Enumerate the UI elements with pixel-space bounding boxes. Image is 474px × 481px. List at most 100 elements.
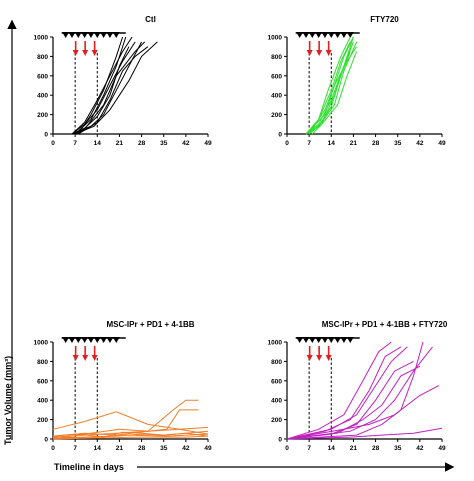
dosing-triangle [62,32,70,38]
treatment-arrow-head [306,355,313,361]
chart-title: MSC-IPr + PD1 + 4-1BB [106,320,194,329]
x-tick-label: 28 [138,445,146,452]
treatment-arrow-head [82,355,89,361]
dosing-triangle [315,337,323,343]
y-tick-label: 600 [271,73,282,80]
x-tick-label: 35 [160,445,168,452]
x-tick-label: 21 [350,445,358,452]
series-line [52,433,209,440]
series-line [71,41,146,135]
treatment-arrow-head [316,355,323,361]
chart-panel: Ctl 0 7 14 21 28 35 42 49 0 200 400 600 800 1000 [34,15,212,147]
x-tick-label: 21 [350,140,358,147]
y-tick-label: 200 [37,112,48,119]
x-tick-label: 0 [285,140,289,147]
series-line [74,41,158,135]
dosing-triangle [106,32,114,38]
y-tick-label: 0 [278,437,282,444]
dosing-triangle [296,337,304,343]
y-tick-label: 1000 [34,340,49,347]
x-tick-label: 42 [416,445,424,452]
x-tick-label: 42 [182,140,190,147]
x-tick-label: 14 [94,140,102,147]
dosing-triangle [327,32,335,38]
dosing-triangle [93,32,101,38]
x-tick-label: 28 [372,140,380,147]
dosing-triangle [100,32,108,38]
x-tick-label: 35 [394,140,402,147]
chart-title: MSC-IPr + PD1 + 4-1BB + FTY720 [322,320,448,329]
dosing-triangle [296,32,304,38]
series-line [71,41,143,135]
y-tick-label: 200 [37,417,48,424]
treatment-arrow-head [72,355,79,361]
series-line [74,36,127,135]
y-tick-label: 400 [271,398,282,405]
y-tick-label: 600 [37,73,48,80]
dosing-triangle [315,32,323,38]
x-tick-label: 28 [372,445,380,452]
y-tick-label: 0 [44,437,48,444]
dosing-triangle [74,337,82,343]
series-line [305,51,358,135]
series-line [52,435,209,440]
treatment-arrow-head [91,355,98,361]
dosing-triangle [334,337,342,343]
x-tick-label: 0 [51,445,55,452]
dosing-triangle [100,337,108,343]
x-tick-label: 14 [94,445,102,452]
dosing-triangle [87,32,95,38]
x-axis-title: Timeline in days [54,462,124,472]
x-tick-label: 28 [138,140,146,147]
series-line [71,36,133,135]
treatment-arrow-head [316,50,323,56]
series-line [311,36,354,135]
dosing-triangle [112,337,120,343]
x-tick-label: 35 [160,140,168,147]
dosing-triangle [340,32,348,38]
x-tick-label: 49 [438,140,446,147]
treatment-arrow-head [325,355,332,361]
dosing-triangle [93,337,101,343]
x-tick-label: 7 [73,445,77,452]
y-tick-label: 0 [278,132,282,139]
series-line [286,385,440,440]
y-tick-label: 200 [271,417,282,424]
x-tick-label: 35 [394,445,402,452]
y-axis-title: Tumor Volume (mm³) [3,356,13,445]
dosing-triangle [112,32,120,38]
x-tick-label: 42 [416,140,424,147]
treatment-arrow-head [306,50,313,56]
chart-panel: MSC-IPr + PD1 + 4-1BB + FTY720 0 7 14 21 28 35… [268,320,448,452]
series-line [71,46,130,135]
x-tick-label: 0 [51,140,55,147]
treatment-arrow-head [82,50,89,56]
x-tick-label: 49 [204,140,212,147]
y-tick-label: 800 [271,359,282,366]
series-line [286,427,443,440]
y-tick-label: 400 [271,93,282,100]
dosing-triangle [340,337,348,343]
x-tick-label: 14 [328,140,336,147]
y-tick-label: 1000 [268,340,283,347]
series-line [305,41,354,135]
chart-panel: FTY720 0 7 14 21 28 35 42 49 0 200 400 600 800 1000 [268,15,446,147]
y-tick-label: 600 [271,378,282,385]
series-line [286,341,424,440]
dosing-triangle [81,32,89,38]
x-tick-label: 21 [116,140,124,147]
treatment-arrow-head [325,50,332,56]
dosing-triangle [321,337,329,343]
dosing-triangle [321,32,329,38]
dosing-triangle [302,32,310,38]
chart-panel: MSC-IPr + PD1 + 4-1BB 0 7 14 21 28 35 42 49 0 200 4… [34,320,212,452]
y-tick-label: 400 [37,93,48,100]
y-tick-label: 800 [37,54,48,61]
x-tick-label: 7 [307,445,311,452]
series-line [286,346,402,440]
dosing-triangle [346,337,354,343]
dosing-triangle [87,337,95,343]
treatment-arrow-head [91,50,98,56]
y-tick-label: 1000 [34,35,49,42]
